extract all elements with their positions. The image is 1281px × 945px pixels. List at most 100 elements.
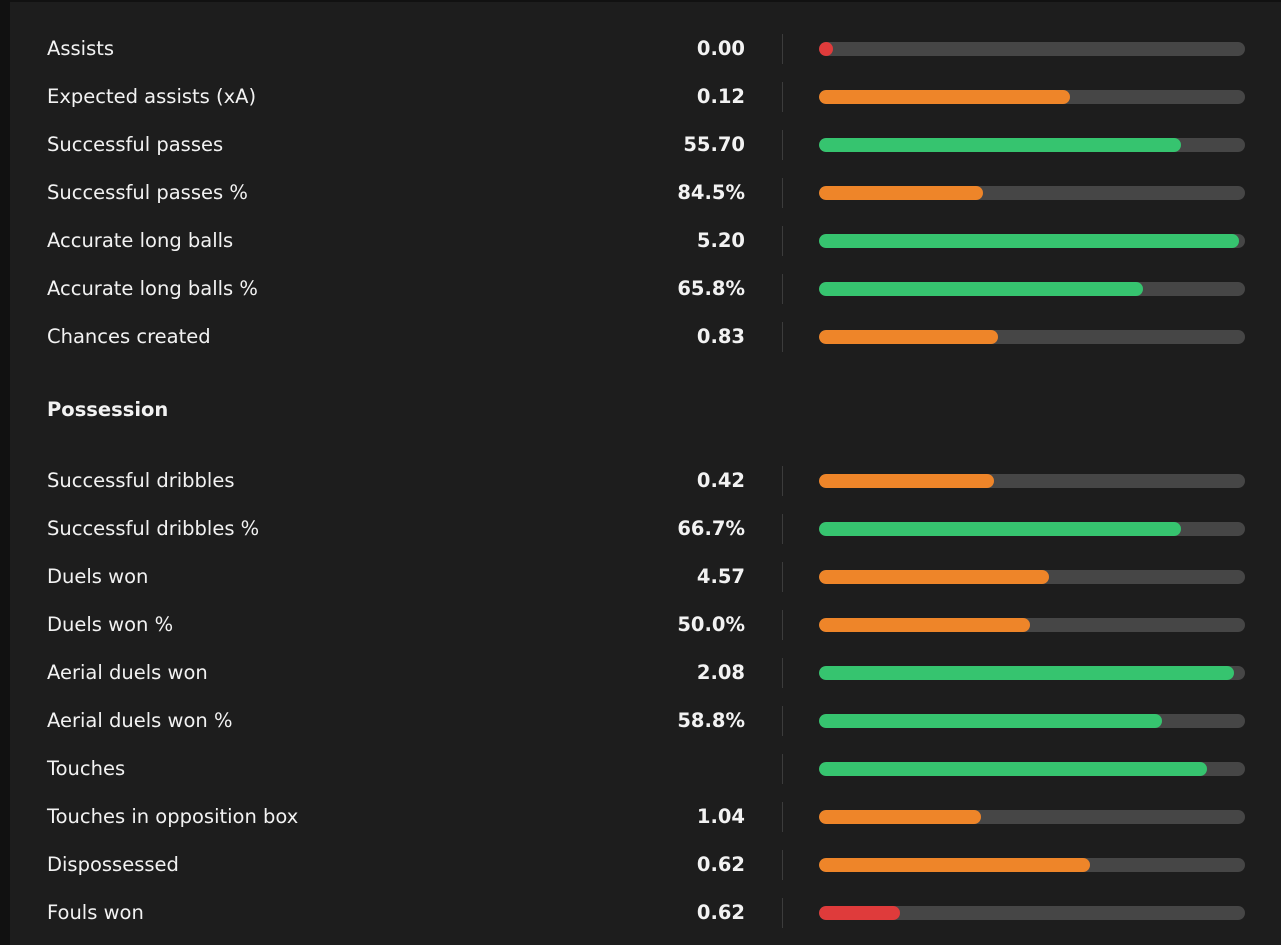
percentile-bar (819, 330, 1245, 344)
stat-row-dispossessed: Dispossessed 0.62 (10, 841, 1281, 889)
stat-row-successful-passes: Successful passes 55.70 (10, 121, 1281, 169)
percentile-bar (819, 858, 1245, 872)
stat-row-successful-dribbles-pct: Successful dribbles % 66.7% (10, 505, 1281, 553)
stat-label: Fouls won (47, 901, 144, 924)
percentile-bar (819, 570, 1245, 584)
stat-row-accurate-long-balls-pct: Accurate long balls % 65.8% (10, 265, 1281, 313)
percentile-bar (819, 666, 1245, 680)
stat-value: 2.08 (696, 661, 745, 684)
percentile-bar-fill (819, 330, 998, 344)
divider (782, 82, 783, 112)
stat-label: Aerial duels won % (47, 709, 233, 732)
stat-value: 5.20 (696, 229, 745, 252)
stat-label: Accurate long balls % (47, 277, 258, 300)
percentile-bar-fill (819, 282, 1143, 296)
percentile-bar-fill (819, 522, 1181, 536)
stat-label: Successful dribbles % (47, 517, 260, 540)
stat-label: Successful passes % (47, 181, 248, 204)
percentile-bar-fill (819, 810, 981, 824)
stat-label: Duels won (47, 565, 149, 588)
percentile-bar-fill (819, 906, 900, 920)
percentile-bar-fill (819, 618, 1030, 632)
percentile-bar (819, 90, 1245, 104)
percentile-bar-fill (819, 186, 983, 200)
stat-value: 0.62 (696, 853, 745, 876)
percentile-bar-fill (819, 570, 1049, 584)
stats-panel: Assists 0.00 Expected assists (xA) 0.12 Succ… (10, 2, 1281, 945)
divider (782, 610, 783, 640)
stat-label: Assists (47, 37, 115, 60)
percentile-bar (819, 906, 1245, 920)
percentile-bar-fill (819, 90, 1070, 104)
percentile-bar-fill (819, 42, 833, 56)
stat-value: 0.12 (696, 85, 745, 108)
percentile-bar (819, 234, 1245, 248)
stat-value: 84.5% (677, 181, 745, 204)
stat-row-accurate-long-balls: Accurate long balls 5.20 (10, 217, 1281, 265)
divider (782, 274, 783, 304)
stat-row-assists: Assists 0.00 (10, 25, 1281, 73)
percentile-bar-fill (819, 234, 1239, 248)
percentile-bar (819, 522, 1245, 536)
percentile-bar (819, 138, 1245, 152)
percentile-bar (819, 42, 1245, 56)
stat-row-successful-dribbles: Successful dribbles 0.42 (10, 457, 1281, 505)
stat-row-chances-created: Chances created 0.83 (10, 313, 1281, 361)
divider (782, 178, 783, 208)
stat-value: 55.70 (683, 133, 745, 156)
stat-label: Successful passes (47, 133, 224, 156)
stat-label: Chances created (47, 325, 211, 348)
percentile-bar (819, 282, 1245, 296)
stat-value: 0.42 (696, 469, 745, 492)
stat-value: 66.7% (677, 517, 745, 540)
divider (782, 658, 783, 688)
stat-label: Dispossessed (47, 853, 179, 876)
stat-value: 0.62 (696, 901, 745, 924)
stat-value: 58.8% (677, 709, 745, 732)
stat-label: Successful dribbles (47, 469, 235, 492)
percentile-bar-fill (819, 714, 1162, 728)
divider (782, 850, 783, 880)
stat-value: 65.8% (677, 277, 745, 300)
divider (782, 130, 783, 160)
percentile-bar-fill (819, 138, 1181, 152)
divider (782, 802, 783, 832)
divider (782, 514, 783, 544)
divider (782, 34, 783, 64)
stat-row-touches: Touches (10, 745, 1281, 793)
stat-row-duels-won: Duels won 4.57 (10, 553, 1281, 601)
percentile-bar-fill (819, 858, 1090, 872)
stat-row-aerial-duels-won: Aerial duels won 2.08 (10, 649, 1281, 697)
stat-label: Touches (47, 757, 126, 780)
divider (782, 226, 783, 256)
divider (782, 754, 783, 784)
divider (782, 706, 783, 736)
stat-row-successful-passes-pct: Successful passes % 84.5% (10, 169, 1281, 217)
percentile-bar (819, 618, 1245, 632)
stat-value: 4.57 (696, 565, 745, 588)
percentile-bar (819, 810, 1245, 824)
stat-label: Duels won % (47, 613, 174, 636)
stat-label: Accurate long balls (47, 229, 234, 252)
stat-label: Aerial duels won (47, 661, 208, 684)
divider (782, 322, 783, 352)
stat-value: 0.83 (696, 325, 745, 348)
percentile-bar-fill (819, 666, 1234, 680)
percentile-bar (819, 186, 1245, 200)
stat-row-duels-won-pct: Duels won % 50.0% (10, 601, 1281, 649)
stat-label: Touches in opposition box (47, 805, 299, 828)
stat-value: 50.0% (677, 613, 745, 636)
percentile-bar (819, 474, 1245, 488)
stat-value: 0.00 (696, 37, 745, 60)
percentile-bar (819, 762, 1245, 776)
divider (782, 898, 783, 928)
percentile-bar-fill (819, 762, 1207, 776)
divider (782, 466, 783, 496)
stat-row-aerial-duels-won-pct: Aerial duels won % 58.8% (10, 697, 1281, 745)
stat-label: Expected assists (xA) (47, 85, 257, 108)
percentile-bar (819, 714, 1245, 728)
divider (782, 562, 783, 592)
stat-row-fouls-won: Fouls won 0.62 (10, 889, 1281, 937)
stat-row-expected-assists-xa: Expected assists (xA) 0.12 (10, 73, 1281, 121)
stat-value: 1.04 (696, 805, 745, 828)
